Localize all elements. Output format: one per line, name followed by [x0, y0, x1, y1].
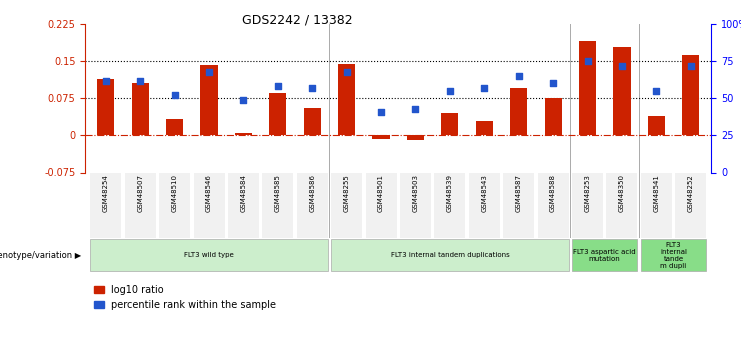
Point — [238, 97, 250, 102]
Bar — [304, 108, 321, 136]
Bar — [338, 64, 355, 136]
Point — [582, 59, 594, 64]
Bar — [606, 172, 637, 238]
FancyBboxPatch shape — [331, 239, 568, 271]
Text: GSM48253: GSM48253 — [585, 174, 591, 212]
Point — [685, 63, 697, 68]
Bar — [132, 83, 149, 136]
Bar — [159, 172, 190, 238]
Text: GSM48587: GSM48587 — [516, 174, 522, 212]
Point — [272, 84, 284, 89]
Bar — [365, 172, 396, 238]
Bar — [97, 79, 114, 136]
Text: GSM48546: GSM48546 — [206, 174, 212, 212]
Text: GSM48585: GSM48585 — [275, 174, 281, 212]
Point — [479, 85, 491, 91]
Text: FLT3 aspartic acid
mutation: FLT3 aspartic acid mutation — [574, 249, 636, 262]
Bar — [510, 88, 528, 136]
Bar — [648, 116, 665, 136]
Text: GSM48503: GSM48503 — [413, 174, 419, 212]
Point — [169, 92, 181, 98]
Bar — [442, 113, 459, 136]
Text: GDS2242 / 13382: GDS2242 / 13382 — [242, 14, 353, 27]
Point — [100, 78, 112, 83]
Bar — [201, 65, 218, 136]
Text: FLT3 internal tandem duplications: FLT3 internal tandem duplications — [391, 252, 509, 258]
Text: GSM48252: GSM48252 — [688, 174, 694, 211]
Text: GSM48350: GSM48350 — [619, 174, 625, 212]
FancyBboxPatch shape — [572, 239, 637, 271]
Point — [306, 85, 318, 91]
Text: GSM48254: GSM48254 — [103, 174, 109, 211]
Text: GSM48507: GSM48507 — [137, 174, 143, 212]
Bar — [373, 136, 390, 139]
Bar — [235, 133, 252, 136]
Bar — [545, 98, 562, 136]
Bar — [682, 55, 700, 136]
Text: FLT3
internal
tande
m dupli: FLT3 internal tande m dupli — [660, 242, 687, 269]
Bar — [269, 93, 287, 136]
Legend: log10 ratio, percentile rank within the sample: log10 ratio, percentile rank within the … — [90, 281, 280, 314]
Point — [375, 109, 387, 115]
Bar — [124, 172, 156, 238]
Bar — [503, 172, 534, 238]
Bar — [675, 172, 706, 238]
Bar — [641, 172, 672, 238]
Text: GSM48539: GSM48539 — [447, 174, 453, 212]
Point — [444, 88, 456, 94]
Point — [341, 69, 353, 75]
Bar — [572, 172, 603, 238]
Text: GSM48586: GSM48586 — [309, 174, 315, 212]
Text: GSM48588: GSM48588 — [550, 174, 556, 212]
Bar — [90, 172, 122, 238]
Bar — [193, 172, 225, 238]
Bar — [331, 172, 362, 238]
Bar — [434, 172, 465, 238]
Text: GSM48255: GSM48255 — [344, 174, 350, 211]
FancyBboxPatch shape — [641, 239, 706, 271]
FancyBboxPatch shape — [90, 239, 328, 271]
Bar — [476, 121, 493, 136]
Point — [547, 81, 559, 86]
Text: GSM48541: GSM48541 — [654, 174, 659, 212]
Text: FLT3 wild type: FLT3 wild type — [185, 252, 234, 258]
Text: GSM48543: GSM48543 — [482, 174, 488, 212]
Text: GSM48584: GSM48584 — [241, 174, 247, 212]
Bar — [400, 172, 431, 238]
Point — [134, 78, 146, 83]
Point — [651, 88, 662, 94]
Point — [410, 106, 422, 111]
Text: GSM48510: GSM48510 — [172, 174, 178, 212]
Bar — [614, 47, 631, 136]
Bar — [297, 172, 328, 238]
Bar — [166, 119, 183, 136]
Point — [513, 73, 525, 79]
Point — [203, 69, 215, 75]
Bar — [538, 172, 568, 238]
Point — [616, 63, 628, 68]
Bar — [407, 136, 424, 140]
Bar — [579, 41, 596, 136]
Text: genotype/variation ▶: genotype/variation ▶ — [0, 251, 82, 260]
Text: GSM48501: GSM48501 — [378, 174, 384, 212]
Bar — [262, 172, 293, 238]
Bar — [469, 172, 499, 238]
Bar — [228, 172, 259, 238]
